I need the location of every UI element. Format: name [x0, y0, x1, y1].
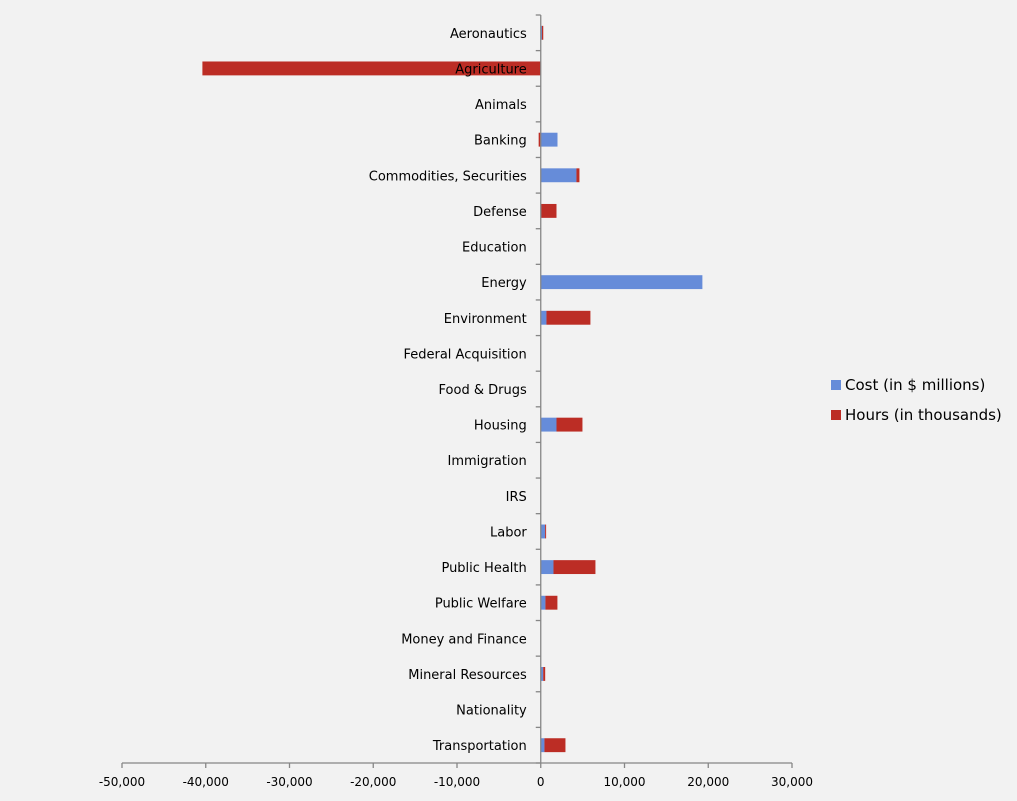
x-tick-label: 10,000 [604, 775, 646, 789]
legend: Cost (in $ millions) Hours (in thousands… [831, 376, 1002, 424]
bar-mineral-resources-hours [543, 667, 546, 681]
category-label-food-drugs: Food & Drugs [439, 383, 527, 398]
x-tick-label: -30,000 [266, 775, 312, 789]
bars-layer [202, 25, 703, 753]
category-label-mineral-resources: Mineral Resources [408, 668, 527, 683]
bar-environment-cost [540, 310, 547, 325]
x-tick-label: 30,000 [771, 775, 813, 789]
category-label-aeronautics: Aeronautics [450, 27, 527, 42]
category-label-education: Education [462, 241, 527, 256]
bar-defense-hours [540, 203, 557, 218]
x-tick-label: -40,000 [183, 775, 229, 789]
bar-public-health-cost [540, 560, 554, 575]
bar-housing-hours [556, 417, 583, 432]
category-label-animals: Animals [475, 98, 527, 113]
legend-swatch-hours [831, 410, 841, 420]
category-label-labor: Labor [490, 525, 527, 540]
bar-transportation-cost [540, 738, 545, 753]
bar-public-welfare-hours [545, 595, 558, 610]
bar-banking-hours [538, 132, 541, 147]
category-label-defense: Defense [473, 205, 527, 220]
category-label-housing: Housing [474, 419, 527, 434]
bar-aeronautics-hours [542, 25, 544, 40]
bar-public-health-hours [553, 560, 596, 575]
bar-labor-cost [540, 524, 546, 539]
bar-public-welfare-cost [540, 595, 546, 610]
x-tick-label: 0 [537, 775, 545, 789]
category-labels: Aeronautics Agriculture Animals Banking Comm… [369, 27, 528, 754]
category-label-federal-acquisition: Federal Acquisition [403, 347, 526, 362]
x-tick-label: -20,000 [350, 775, 396, 789]
category-label-agriculture: Agriculture [455, 62, 527, 77]
category-label-public-health: Public Health [441, 561, 526, 576]
bar-housing-cost [540, 417, 557, 432]
category-label-public-welfare: Public Welfare [435, 597, 527, 612]
category-label-banking: Banking [474, 134, 527, 149]
category-label-irs: IRS [506, 490, 527, 505]
bar-environment-hours [546, 310, 591, 325]
category-label-environment: Environment [444, 312, 527, 327]
bar-energy-cost [540, 275, 703, 290]
legend-label-cost: Cost (in $ millions) [845, 376, 985, 394]
x-tick-label: -50,000 [99, 775, 145, 789]
legend-label-hours: Hours (in thousands) [845, 406, 1002, 424]
bar-commodities-securities-hours [576, 168, 580, 183]
legend-swatch-cost [831, 380, 841, 390]
bar-commodities-securities-cost [540, 168, 577, 183]
bar-agriculture-hours [202, 61, 541, 76]
bar-mineral-resources-cost [540, 667, 544, 681]
bar-banking-cost [540, 132, 558, 147]
category-label-energy: Energy [481, 276, 527, 291]
bar-labor-hours [545, 524, 547, 539]
category-label-commodities-securities: Commodities, Securities [369, 169, 527, 184]
category-label-transportation: Transportation [432, 739, 527, 754]
bar-transportation-hours [544, 738, 566, 753]
x-tick-label: 20,000 [687, 775, 729, 789]
x-tick-label: -10,000 [434, 775, 480, 789]
x-tick-labels: -50,000 -40,000 -30,000 -20,000 -10,000 0 10,0… [99, 775, 813, 789]
category-label-immigration: Immigration [448, 454, 527, 469]
category-label-nationality: Nationality [456, 704, 527, 719]
category-label-money-and-finance: Money and Finance [401, 632, 527, 647]
axes-layer [121, 14, 793, 768]
